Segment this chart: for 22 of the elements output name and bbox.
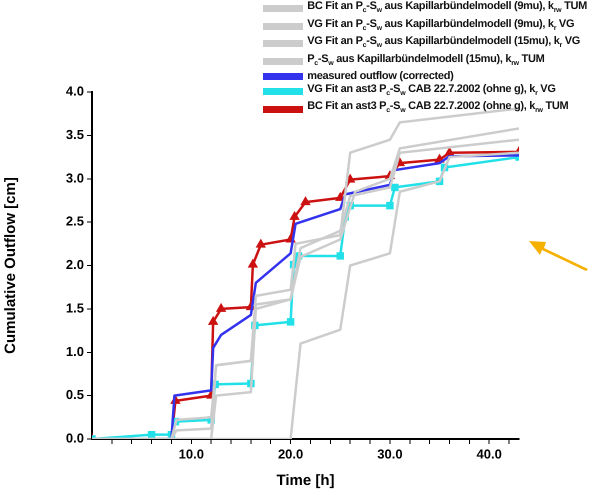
y-tick-label: 0.5 — [66, 387, 84, 402]
legend-label: VG Fit an P$_{c}$-S$_{w}$ aus Kapillarbündelmodell (15mu), k$_{r}$ VG — [307, 35, 580, 52]
y-tick-label: 2.5 — [66, 214, 84, 229]
x-tick-label: 40.0 — [476, 446, 502, 462]
y-tick-label: 3.5 — [66, 126, 84, 142]
legend-label: BC Fit an ast3 P$_{c}$-S$_{w}$ CAB 22.7.2002 (ohne g), k$_{rw}$ TUM — [307, 100, 568, 117]
x-tick-label: 10.0 — [178, 446, 204, 462]
x-tick-label: 20.0 — [278, 446, 304, 462]
legend-label: VG Fit an P$_{c}$-S$_{w}$ aus Kapillarbündelmodell (9mu), k$_{r}$ VG — [307, 18, 574, 34]
y-axis-title: Cumulative Outflow [cm] — [2, 177, 20, 354]
x-axis-title: Time [h] — [276, 472, 335, 490]
legend-label: BC Fit an P$_{c}$-S$_{w}$ aus Kapillarbündelmodell (9mu), k$_{rw}$ TUM — [307, 0, 587, 16]
legend-label: measured outflow (corrected) — [307, 70, 454, 83]
y-tick-label: 1.0 — [66, 344, 84, 359]
y-tick-label: 4.0 — [66, 84, 84, 99]
legend-label: VG Fit an ast3 P$_{c}$-S$_{w}$ CAB 22.7.2002 (ohne g), k$_{r}$ VG — [307, 82, 556, 99]
legend-label: P$_{c}$-S$_{w}$ aus Kapillarbündelmodell (15mu), k$_{rw}$ TUM — [307, 52, 544, 69]
y-tick-label: 1.5 — [66, 300, 84, 316]
y-tick-label: 2.0 — [66, 257, 84, 272]
y-tick-label: 3.0 — [66, 170, 84, 186]
x-tick-label: 30.0 — [377, 446, 403, 462]
y-tick-label: 0.0 — [66, 430, 84, 446]
